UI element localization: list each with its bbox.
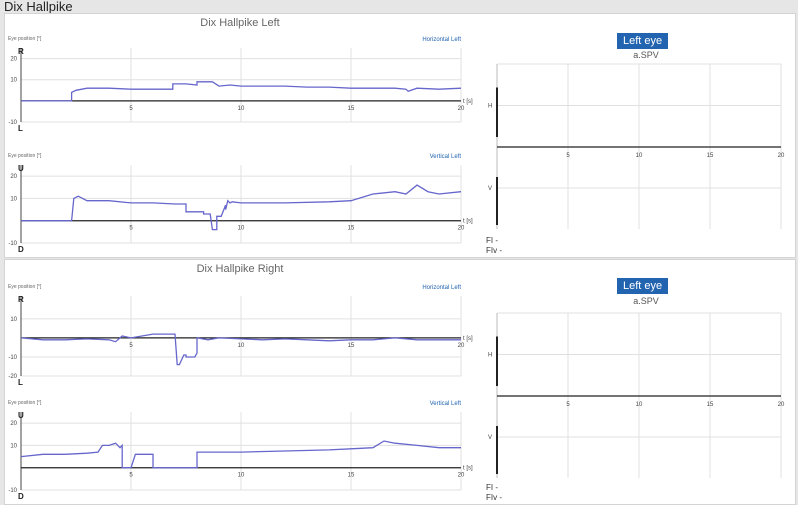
- eye-position-trace: [20, 333, 461, 366]
- x-tick-label: 15: [348, 343, 355, 349]
- y-axis-title: Eye position [°]: [8, 284, 42, 290]
- spv-v-label: V: [488, 186, 492, 192]
- x-tick-label: 20: [458, 473, 465, 479]
- y-tick-label: 20: [10, 174, 17, 180]
- spv-v-label: V: [488, 435, 492, 441]
- fi-label: FI -: [486, 236, 498, 245]
- spv-x-tick-label: 10: [636, 402, 643, 408]
- x-tick-label: 10: [238, 343, 245, 349]
- x-tick-label: 20: [458, 226, 465, 232]
- eye-position-trace: [21, 184, 462, 231]
- spv-x-tick-label: 5: [566, 153, 570, 159]
- spv-label: a.SPV: [633, 296, 659, 306]
- x-tick-label: 10: [238, 473, 245, 479]
- y-tick-label: -10: [8, 120, 17, 126]
- panel-title: Dix Hallpike Right: [196, 263, 284, 275]
- x-axis-end-label: t [s]: [463, 99, 473, 105]
- y-axis-title: Eye position [°]: [8, 153, 42, 159]
- x-axis-end-label: t [s]: [463, 336, 473, 342]
- spv-x-tick-label: 20: [778, 402, 785, 408]
- axis-bottom-label: L: [18, 124, 23, 133]
- x-tick-label: 5: [129, 473, 133, 479]
- dix-hallpike-left-panel: Dix Hallpike Left Left eye a.SPV FI - FI…: [4, 13, 796, 258]
- x-tick-label: 5: [129, 343, 133, 349]
- axis-bottom-label: D: [18, 492, 24, 501]
- axis-top-label: R: [18, 295, 24, 304]
- x-tick-label: 5: [129, 106, 133, 112]
- page-title: Dix Hallpike: [4, 0, 73, 14]
- y-tick-label: -10: [8, 488, 17, 494]
- chart-area: -20 -10 10 5 10 15 20 R L Eye position [°] Horizon…: [8, 284, 785, 501]
- fi-label: FI -: [486, 483, 498, 492]
- axis-bottom-label: L: [18, 378, 23, 387]
- spv-x-tick-label: 15: [707, 153, 714, 159]
- x-tick-label: 15: [348, 106, 355, 112]
- panel-title: Dix Hallpike Left: [200, 17, 280, 29]
- spv-x-tick-label: 15: [707, 402, 714, 408]
- spv-label: a.SPV: [633, 50, 659, 60]
- eye-position-trace: [20, 440, 461, 469]
- x-tick-label: 10: [238, 226, 245, 232]
- eye-position-trace: [21, 81, 462, 102]
- y-tick-label: -10: [8, 241, 17, 247]
- y-tick-label: 10: [10, 317, 17, 323]
- y-tick-label: 10: [10, 443, 17, 449]
- y-tick-label: 20: [10, 421, 17, 427]
- y-tick-label: 10: [10, 196, 17, 202]
- fiv-label: FIv -: [486, 493, 502, 502]
- dix-hallpike-right-panel: Dix Hallpike Right Left eye a.SPV FI - F…: [4, 259, 796, 505]
- axis-top-label: U: [18, 164, 24, 173]
- y-tick-label: 20: [10, 57, 17, 63]
- eye-select-button[interactable]: Left eye: [617, 33, 669, 49]
- x-tick-label: 20: [458, 106, 465, 112]
- series-label: Horizontal Left: [422, 285, 461, 291]
- axis-bottom-label: D: [18, 245, 24, 254]
- spv-h-label: H: [488, 353, 492, 359]
- axis-top-label: U: [18, 411, 24, 420]
- fiv-label: FIv -: [486, 246, 502, 255]
- x-axis-end-label: t [s]: [463, 219, 473, 225]
- spv-x-tick-label: 10: [636, 153, 643, 159]
- x-tick-label: 5: [129, 226, 133, 232]
- x-tick-label: 10: [238, 106, 245, 112]
- y-tick-label: 10: [10, 78, 17, 84]
- y-tick-label: -20: [8, 374, 17, 380]
- y-axis-title: Eye position [°]: [8, 36, 42, 42]
- spv-x-tick-label: 20: [778, 153, 785, 159]
- series-label: Vertical Left: [430, 154, 462, 160]
- series-label: Horizontal Left: [422, 37, 461, 43]
- x-axis-end-label: t [s]: [463, 466, 473, 472]
- spv-h-label: H: [488, 104, 492, 110]
- x-tick-label: 15: [348, 473, 355, 479]
- eye-select-button[interactable]: Left eye: [617, 278, 669, 294]
- x-tick-label: 20: [458, 343, 465, 349]
- axis-top-label: R: [18, 47, 24, 56]
- y-axis-title: Eye position [°]: [8, 400, 42, 406]
- x-tick-label: 15: [348, 226, 355, 232]
- y-tick-label: -10: [8, 355, 17, 361]
- series-label: Vertical Left: [430, 401, 462, 407]
- spv-x-tick-label: 5: [566, 402, 570, 408]
